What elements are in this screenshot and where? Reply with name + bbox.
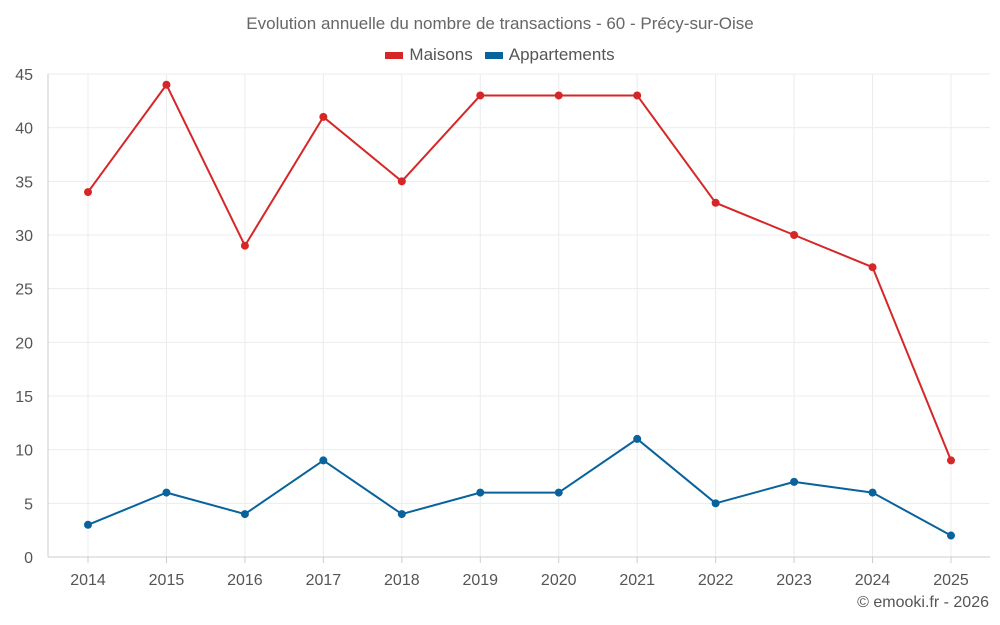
series-line-maisons <box>87 83 952 461</box>
data-point-appartements <box>633 434 642 443</box>
x-tick-label: 2019 <box>462 572 498 589</box>
legend: Maisons Appartements <box>0 45 1000 65</box>
y-tick-label: 35 <box>15 174 33 191</box>
x-tick-label: 2020 <box>541 572 577 589</box>
legend-label-maisons: Maisons <box>409 45 473 64</box>
data-point-appartements <box>868 488 877 497</box>
x-tick-label: 2023 <box>776 572 812 589</box>
data-point-maisons <box>84 188 92 197</box>
y-tick-label: 0 <box>24 550 33 567</box>
x-tick-label: 2015 <box>149 572 185 589</box>
y-tick-label: 5 <box>24 496 33 513</box>
y-tick-label: 30 <box>15 228 33 245</box>
data-point-maisons <box>947 456 955 465</box>
y-tick-label: 15 <box>15 389 33 406</box>
x-tick-label: 2021 <box>619 572 655 589</box>
data-point-maisons <box>868 263 877 272</box>
x-tick-label: 2014 <box>70 572 106 589</box>
x-tick-label: 2017 <box>306 572 342 589</box>
data-point-appartements <box>162 488 171 497</box>
x-tick-label: 2024 <box>855 572 891 589</box>
legend-item-maisons[interactable]: Maisons <box>385 45 473 65</box>
data-point-maisons <box>319 112 328 121</box>
x-tick-label: 2025 <box>933 572 969 589</box>
y-tick-label: 25 <box>15 282 33 299</box>
data-point-maisons <box>240 241 249 250</box>
chart-title: Evolution annuelle du nombre de transact… <box>246 14 754 33</box>
y-tick-label: 40 <box>15 121 33 138</box>
data-point-maisons <box>476 91 485 100</box>
data-point-maisons <box>633 91 642 100</box>
data-point-maisons <box>397 177 406 186</box>
data-point-appartements <box>790 477 799 486</box>
y-tick-label: 10 <box>15 443 33 460</box>
legend-item-appartements[interactable]: Appartements <box>484 45 615 65</box>
data-point-appartements <box>554 488 563 497</box>
data-point-appartements <box>476 488 485 497</box>
data-point-appartements <box>319 456 328 465</box>
series-line-appartements <box>87 437 952 537</box>
y-tick-label: 45 <box>15 67 33 84</box>
legend-swatch-appartements <box>484 51 503 59</box>
data-point-appartements <box>711 499 720 508</box>
y-tick-label: 20 <box>15 335 33 352</box>
x-tick-label: 2016 <box>227 572 263 589</box>
data-point-maisons <box>162 80 171 89</box>
x-tick-label: 2018 <box>384 572 420 589</box>
data-point-maisons <box>711 198 720 207</box>
credit-text: © emooki.fr - 2026 <box>857 594 989 611</box>
data-point-maisons <box>790 231 799 239</box>
legend-swatch-maisons <box>385 51 404 59</box>
data-point-appartements <box>240 510 249 519</box>
data-point-appartements <box>84 520 92 529</box>
data-point-maisons <box>554 91 563 100</box>
data-point-appartements <box>397 510 406 519</box>
legend-label-appartements: Appartements <box>508 45 615 64</box>
data-point-appartements <box>947 531 955 540</box>
x-tick-label: 2022 <box>698 572 734 589</box>
